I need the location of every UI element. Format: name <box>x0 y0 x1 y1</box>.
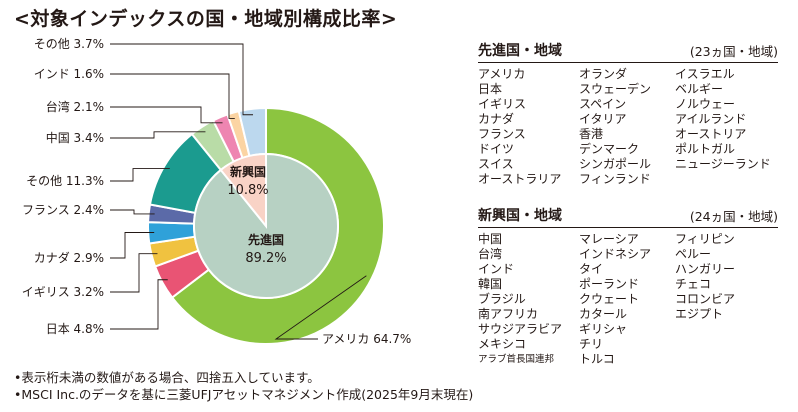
country-item: エジプト <box>675 307 724 321</box>
country-item: 香港 <box>579 127 604 141</box>
leader-line <box>274 275 367 340</box>
country-item: デンマーク <box>579 142 640 156</box>
developed-header: 先進国・地域 (23ヵ国・地域) <box>478 40 778 63</box>
country-item: マレーシア <box>579 232 639 246</box>
country-item: オランダ <box>579 67 628 81</box>
leader-line <box>110 168 170 182</box>
country-item: コロンビア <box>675 292 736 306</box>
country-item: イスラエル <box>675 67 735 81</box>
segment-label: イギリス 3.2% <box>22 285 104 299</box>
country-item: フランス <box>478 127 526 141</box>
footnote: •MSCI Inc.のデータを基に三菱UFJアセットマネジメント作成(2025年… <box>14 387 474 402</box>
emerging-column: 中国 台湾 インド 韓国 ブラジル 南アフリカ サウジアラビア メキシコ アラブ… <box>478 232 579 367</box>
country-item: オーストリア <box>675 127 747 141</box>
country-item: ノルウェー <box>675 97 736 111</box>
inner-value: 10.8% <box>227 183 268 198</box>
country-item: ポーランド <box>579 277 640 291</box>
leader-line <box>110 232 155 259</box>
segment-label: インド 1.6% <box>34 67 104 81</box>
segment-label: その他 3.7% <box>34 37 104 51</box>
country-item: イギリス <box>478 97 527 111</box>
country-item: トルコ <box>579 352 615 366</box>
country-item: チリ <box>579 337 604 351</box>
leader-line <box>110 209 155 215</box>
segment-label: アメリカ 64.7% <box>322 332 411 346</box>
developed-title: 先進国・地域 <box>478 43 562 59</box>
country-item: インドネシア <box>579 247 652 261</box>
segment-label: 日本 4.8% <box>46 322 104 336</box>
developed-count: (23ヵ国・地域) <box>689 44 778 59</box>
segment-label: フランス 2.4% <box>22 203 104 217</box>
emerging-count: (24ヵ国・地域) <box>689 209 778 224</box>
segment-label: 中国 3.4% <box>46 130 104 145</box>
chart-title: <対象インデックスの国・地域別構成比率> <box>14 8 398 30</box>
country-item: アメリカ <box>478 67 526 81</box>
country-item: オーストラリア <box>478 172 562 186</box>
inner-value: 89.2% <box>245 251 286 266</box>
country-item: 台湾 <box>478 247 503 261</box>
emerging-header: 新興国・地域 (24ヵ国・地域) <box>478 205 778 228</box>
developed-list: アメリカ 日本 イギリス カナダ フランス ドイツ スイス オーストラリア オラ… <box>478 67 778 187</box>
country-item: タイ <box>579 262 604 276</box>
developed-panel: 先進国・地域 (23ヵ国・地域) アメリカ 日本 イギリス カナダ フランス ド… <box>478 40 778 187</box>
country-item: イタリア <box>579 112 627 126</box>
country-item: シンガポール <box>579 157 652 171</box>
country-item: カナダ <box>478 112 515 126</box>
donut-chart: 先進国 89.2% 新興国 10.8% アメリカ 64.7% 日本 4.8% イギリス 3.… <box>22 37 412 346</box>
footnotes: •表示桁未満の数値がある場合、四捨五入しています。 •MSCI Inc.のデータ… <box>14 369 473 403</box>
country-item: スペイン <box>579 97 627 111</box>
country-item: ブラジル <box>478 292 526 306</box>
segment-label: カナダ 2.9% <box>34 250 104 265</box>
emerging-column: マレーシア インドネシア タイ ポーランド クウェート カタール ギリシャ チリ… <box>579 232 675 367</box>
country-item: ドイツ <box>478 142 515 156</box>
country-item: 日本 <box>478 82 503 96</box>
country-item: カタール <box>579 307 628 321</box>
developed-column: オランダ スウェーデン スペイン イタリア 香港 デンマーク シンガポール フィ… <box>579 67 675 187</box>
country-item: クウェート <box>579 292 640 306</box>
emerging-title: 新興国・地域 <box>478 208 562 224</box>
country-item: ポルトガル <box>675 142 736 156</box>
leader-line <box>110 253 158 293</box>
segment-label: 台湾 2.1% <box>46 99 104 114</box>
developed-column: イスラエル ベルギー ノルウェー アイルランド オーストリア ポルトガル ニュー… <box>675 67 775 187</box>
developed-column: アメリカ 日本 イギリス カナダ フランス ドイツ スイス オーストラリア <box>478 67 579 187</box>
country-item: ベルギー <box>675 82 724 96</box>
country-item: アラブ首長国連邦 <box>478 354 555 365</box>
country-item: 中国 <box>478 232 503 246</box>
pie-slice <box>219 152 267 229</box>
pie-slice <box>193 152 339 299</box>
country-item: チェコ <box>675 277 712 291</box>
leader-line <box>110 279 168 330</box>
leader-line <box>110 43 254 116</box>
emerging-panel: 新興国・地域 (24ヵ国・地域) 中国 台湾 インド 韓国 ブラジル 南アフリカ… <box>478 205 778 367</box>
country-item: スイス <box>478 157 514 171</box>
leader-line <box>110 73 235 119</box>
leader-line <box>110 131 206 139</box>
emerging-list: 中国 台湾 インド 韓国 ブラジル 南アフリカ サウジアラビア メキシコ アラブ… <box>478 232 778 367</box>
country-item: 南アフリカ <box>478 307 539 321</box>
country-item: メキシコ <box>478 337 527 351</box>
country-item: ニュージーランド <box>675 157 771 171</box>
country-item: スウェーデン <box>579 82 652 96</box>
country-item: サウジアラビア <box>478 322 563 336</box>
country-item: フィンランド <box>579 172 651 186</box>
country-item: フィリピン <box>675 232 735 246</box>
footnote: •表示桁未満の数値がある場合、四捨五入しています。 <box>14 370 320 385</box>
country-item: ハンガリー <box>675 262 736 276</box>
inner-label: 先進国 <box>248 232 284 247</box>
leader-line <box>110 106 223 124</box>
country-item: アイルランド <box>675 112 747 126</box>
country-item: ギリシャ <box>579 322 628 336</box>
country-item: ペルー <box>675 247 712 261</box>
country-item: インド <box>478 262 515 276</box>
emerging-column: フィリピン ペルー ハンガリー チェコ コロンビア エジプト <box>675 232 775 367</box>
segment-label: その他 11.3% <box>26 174 104 188</box>
inner-label: 新興国 <box>230 164 266 179</box>
country-item: 韓国 <box>478 277 503 291</box>
